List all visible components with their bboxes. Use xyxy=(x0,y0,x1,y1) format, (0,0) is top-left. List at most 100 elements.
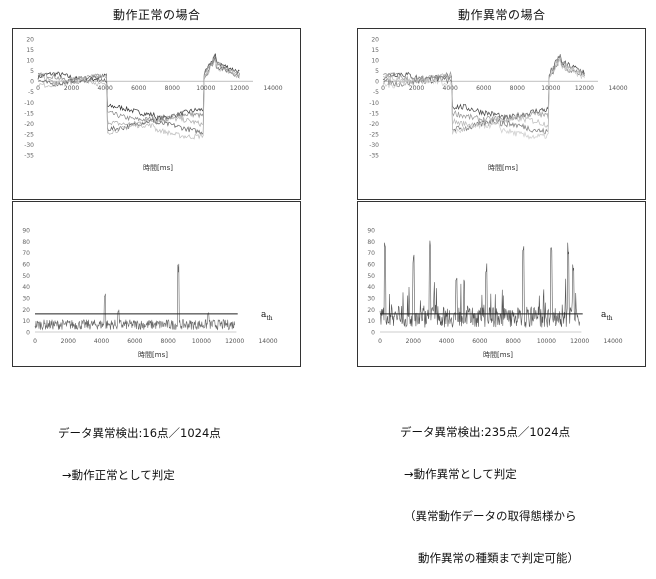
right-threshold-label: ath xyxy=(601,310,613,322)
x-tick-label: 0 xyxy=(378,338,382,345)
right-bottom-svg: 90 80 70 60 50 40 30 20 10 00 2000 4000 6000 8000 1000… xyxy=(367,228,622,360)
left-threshold-label: ath xyxy=(261,310,273,322)
left-caption-line-1: データ異常検出:16点／1024点 xyxy=(58,426,221,440)
y-tick-label: 90 xyxy=(367,228,375,235)
x-tick-label: 6000 xyxy=(472,338,487,345)
left-top-chart: 20 15 10 5 0 -5 -10 -15 -20 -25 -30 -35 0 2000 4000 600… xyxy=(12,28,301,200)
y-tick-label: 0 xyxy=(26,330,30,337)
y-tick-label: -5 xyxy=(28,89,34,96)
y-tick-label: 50 xyxy=(22,273,30,280)
signal-line xyxy=(37,58,240,140)
x-tick-label: 4000 xyxy=(98,85,113,92)
y-tick-label: 0 xyxy=(30,79,34,86)
right-caption-line-1: データ異常検出:235点／1024点 xyxy=(400,425,571,439)
y-tick-label: -35 xyxy=(24,153,34,160)
x-tick-label: 10000 xyxy=(196,85,215,92)
y-tick-label: 5 xyxy=(375,68,379,75)
x-tick-label: 0 xyxy=(33,338,37,345)
x-axis-label: 時間[ms] xyxy=(488,164,518,172)
x-tick-label: 6000 xyxy=(131,85,146,92)
x-tick-label: 2000 xyxy=(409,85,424,92)
y-tick-label: 20 xyxy=(367,307,375,314)
x-tick-label: 4000 xyxy=(94,338,109,345)
left-caption-line-2: →動作正常として判定 xyxy=(62,468,175,482)
x-tick-label: 2000 xyxy=(61,338,76,345)
y-tick-label: 80 xyxy=(367,239,375,246)
right-caption: データ異常検出:235点／1024点 →動作異常として判定 （異常動作データの取… xyxy=(400,397,579,579)
y-tick-label: 10 xyxy=(22,318,30,325)
x-tick-label: 12000 xyxy=(575,85,594,92)
right-caption-line-4: 動作異常の種類まで判定可能） xyxy=(418,551,579,565)
y-tick-label: 5 xyxy=(30,68,34,75)
y-tick-label: 80 xyxy=(22,239,30,246)
deviation-line xyxy=(34,263,235,331)
x-tick-label: 12000 xyxy=(230,85,249,92)
y-tick-label: 60 xyxy=(367,262,375,269)
signal-line xyxy=(382,53,585,124)
y-tick-label: -35 xyxy=(369,153,379,160)
y-tick-label: 40 xyxy=(367,284,375,291)
y-tick-label: 70 xyxy=(367,250,375,257)
y-tick-label: 20 xyxy=(371,37,379,44)
y-tick-label: 20 xyxy=(22,307,30,314)
y-tick-label: 30 xyxy=(367,296,375,303)
y-tick-label: 0 xyxy=(371,330,375,337)
x-tick-label: 6000 xyxy=(476,85,491,92)
y-tick-label: -25 xyxy=(369,131,379,138)
signal-line xyxy=(382,57,585,140)
x-tick-label: 10000 xyxy=(541,85,560,92)
x-tick-label: 8000 xyxy=(165,85,180,92)
signal-line xyxy=(38,56,240,135)
right-top-chart: 20 15 10 5 0 -5 -10 -15 -20 -25 -30 -35 0 2000 4000 600… xyxy=(357,28,646,200)
y-tick-label: -15 xyxy=(24,110,34,117)
left-caption: データ異常検出:16点／1024点 →動作正常として判定 xyxy=(58,398,221,496)
y-tick-label: 0 xyxy=(375,79,379,86)
x-tick-label: 6000 xyxy=(127,338,142,345)
right-bottom-chart: 90 80 70 60 50 40 30 20 10 0 0 2000 4000 6000 8000 1000… xyxy=(357,201,646,367)
y-tick-label: 10 xyxy=(26,58,34,65)
x-tick-label: 2000 xyxy=(406,338,421,345)
y-tick-label: 60 xyxy=(22,262,30,269)
y-tick-label: -30 xyxy=(24,142,34,149)
x-tick-label: 4000 xyxy=(443,85,458,92)
x-tick-label: 0 xyxy=(36,85,40,92)
deviation-line xyxy=(379,240,580,328)
x-tick-label: 14000 xyxy=(603,338,622,345)
x-tick-label: 10000 xyxy=(537,338,556,345)
signal-line xyxy=(382,57,585,135)
x-tick-label: 2000 xyxy=(64,85,79,92)
x-tick-label: 8000 xyxy=(510,85,525,92)
y-tick-label: 10 xyxy=(371,58,379,65)
y-tick-label: 10 xyxy=(367,318,375,325)
y-tick-label: 30 xyxy=(22,296,30,303)
y-tick-label: -20 xyxy=(369,121,379,128)
y-tick-label: -5 xyxy=(373,89,379,96)
y-tick-label: 70 xyxy=(22,250,30,257)
y-tick-label: 90 xyxy=(22,228,30,235)
x-tick-label: 4000 xyxy=(439,338,454,345)
x-tick-label: 8000 xyxy=(161,338,176,345)
x-tick-label: 8000 xyxy=(506,338,521,345)
left-bottom-chart: 90 80 70 60 50 40 30 20 10 0 0 2000 4000 6000 8000 1000… xyxy=(12,201,301,367)
x-tick-label: 14000 xyxy=(263,85,282,92)
right-caption-line-2: →動作異常として判定 xyxy=(404,467,517,481)
x-tick-label: 14000 xyxy=(258,338,277,345)
y-tick-label: -25 xyxy=(24,131,34,138)
x-axis-label: 時間[ms] xyxy=(138,351,168,359)
y-tick-label: 15 xyxy=(26,47,34,54)
x-tick-label: 10000 xyxy=(192,338,211,345)
signal-line xyxy=(382,54,585,121)
x-tick-label: 12000 xyxy=(225,338,244,345)
y-tick-label: 50 xyxy=(367,273,375,280)
x-tick-label: 12000 xyxy=(570,338,589,345)
y-tick-label: 40 xyxy=(22,284,30,291)
y-tick-label: 15 xyxy=(371,47,379,54)
right-caption-line-3: （異常動作データの取得態様から xyxy=(404,509,577,523)
left-bottom-svg: 90 80 70 60 50 40 30 20 10 00 2000 4000 6000 8000 1000… xyxy=(22,228,277,360)
y-tick-label: -20 xyxy=(24,121,34,128)
y-tick-label: -30 xyxy=(369,142,379,149)
y-tick-label: 20 xyxy=(26,37,34,44)
left-title: 動作正常の場合 xyxy=(113,8,201,22)
